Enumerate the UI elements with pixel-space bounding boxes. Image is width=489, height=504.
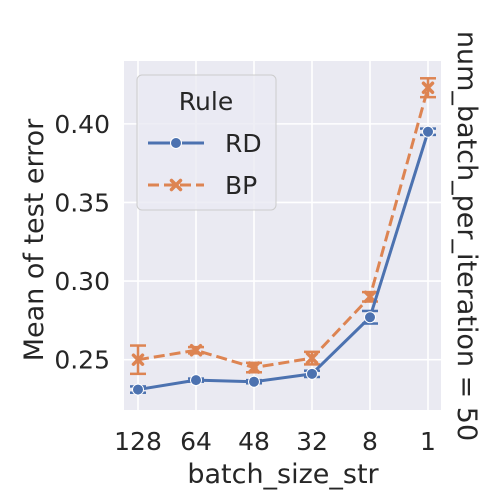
x-tick-label: 32 <box>296 427 328 456</box>
legend-marker-rd <box>170 137 182 149</box>
x-tick-label: 48 <box>238 427 270 456</box>
y-tick-labels: 0.25 0.30 0.35 0.40 <box>54 110 110 375</box>
x-tick-labels: 128 64 48 32 8 1 <box>114 427 436 456</box>
data-point-bp <box>131 353 145 366</box>
y-tick-label: 0.40 <box>54 110 110 139</box>
series-line-bp <box>137 87 430 370</box>
data-point-bp <box>247 361 261 374</box>
data-point-rd <box>306 367 318 380</box>
data-point-rd <box>364 311 376 324</box>
data-point-rd <box>422 125 434 138</box>
y-tick-label: 0.30 <box>54 267 110 296</box>
data-point-rd <box>132 383 144 396</box>
data-point-bp <box>421 81 435 94</box>
data-point-bp <box>189 344 203 357</box>
data-point-bp <box>363 290 377 304</box>
legend-entry-bp: BP <box>148 171 257 200</box>
legend-box <box>136 74 277 211</box>
x-tick-label: 64 <box>180 427 212 456</box>
x-tick-label: 128 <box>114 427 162 456</box>
series-layer <box>130 77 436 396</box>
data-point-bp <box>305 351 319 365</box>
series-bp <box>130 77 436 376</box>
y-tick-label: 0.25 <box>54 346 110 375</box>
legend-entry-rd: RD <box>148 129 262 158</box>
data-point-rd <box>190 374 202 387</box>
series-rd <box>130 125 436 396</box>
facet-label: num_batch_per_iteration = 50 <box>451 31 482 441</box>
data-point-rd <box>248 375 260 388</box>
legend: Rule RD BP <box>136 74 277 211</box>
legend-title: Rule <box>179 87 233 116</box>
x-tick-label: 8 <box>362 427 378 456</box>
legend-label-rd: RD <box>225 129 262 158</box>
series-line-rd <box>137 131 430 392</box>
y-tick-label: 0.35 <box>54 188 110 217</box>
y-axis-label: Mean of test error <box>19 118 50 361</box>
legend-label-bp: BP <box>225 171 257 200</box>
x-tick-label: 1 <box>420 427 436 456</box>
x-axis-label: batch_size_str <box>187 459 379 490</box>
legend-marker-bp <box>169 178 183 192</box>
legend-entries: RD BP <box>148 129 262 200</box>
